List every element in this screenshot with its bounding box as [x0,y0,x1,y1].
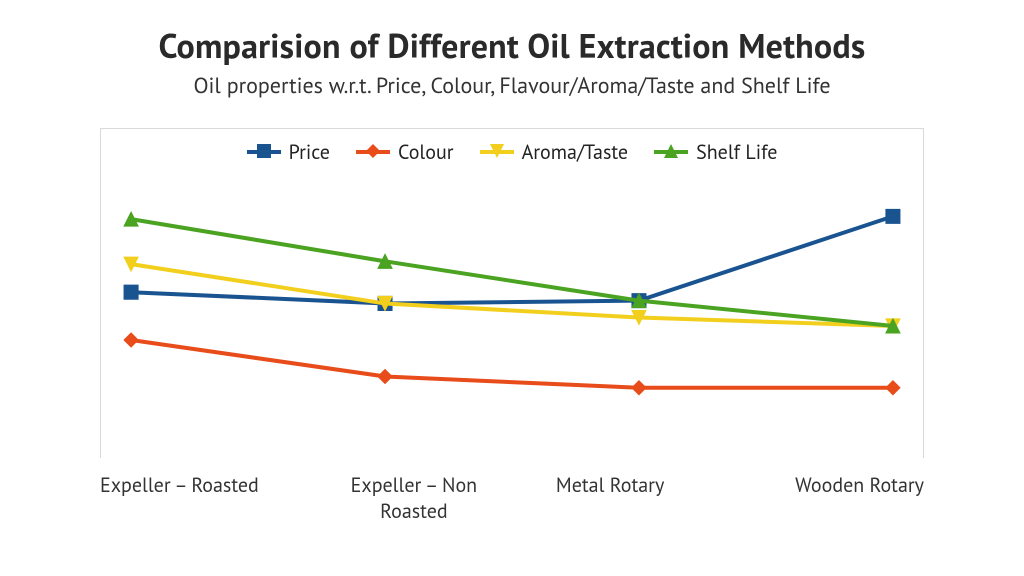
series-marker [124,333,138,347]
legend-swatch [356,150,390,154]
legend-label: Price [289,139,330,165]
legend-item: Aroma/Taste [480,139,629,165]
x-axis-label: Expeller – Roasted [100,472,316,524]
series-marker [886,209,900,223]
legend: Price Colour Aroma/Taste Shelf Life [101,129,923,169]
chart-title: Comparision of Different Oil Extraction … [40,24,984,68]
legend-item: Shelf Life [654,139,777,165]
series-marker [124,285,138,299]
legend-swatch [247,150,281,154]
x-axis-labels: Expeller – RoastedExpeller – Non Roasted… [100,472,924,524]
series-marker [632,381,646,395]
chart-subtitle: Oil properties w.r.t. Price, Colour, Fla… [40,72,984,100]
legend-swatch [654,150,688,154]
legend-label: Shelf Life [696,139,777,165]
legend-marker-icon [663,139,679,165]
legend-marker-icon [256,139,272,165]
legend-label: Colour [398,139,454,165]
legend-marker-icon [489,139,505,165]
series-line-colour [131,340,893,388]
legend-swatch [480,150,514,154]
legend-item: Colour [356,139,454,165]
x-axis-label: Metal Rotary [512,472,708,524]
series-marker [886,381,900,395]
legend-marker-icon [365,139,381,165]
legend-label: Aroma/Taste [522,139,629,165]
series-line-price [131,216,893,303]
plot-area: Price Colour Aroma/Taste Shelf Life [100,128,924,458]
series-line-aroma-taste [131,264,893,326]
chart-canvas [101,177,923,458]
legend-item: Price [247,139,330,165]
x-axis-label: Wooden Rotary [708,472,924,524]
series-marker [378,369,392,383]
x-axis-label: Expeller – Non Roasted [316,472,512,524]
